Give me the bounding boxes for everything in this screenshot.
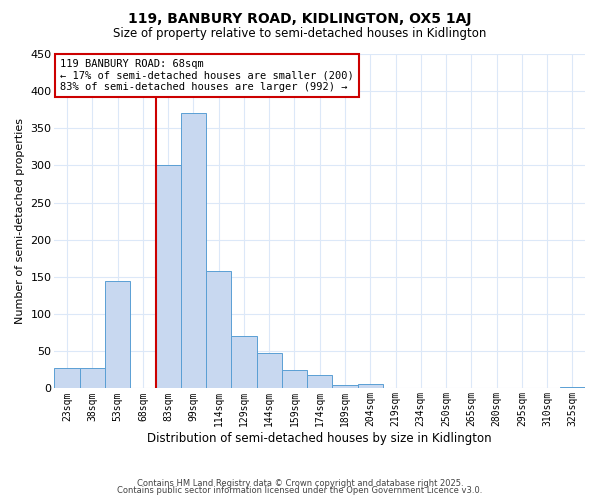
- Bar: [282, 370, 307, 388]
- X-axis label: Distribution of semi-detached houses by size in Kidlington: Distribution of semi-detached houses by …: [148, 432, 492, 445]
- Bar: [55, 368, 80, 388]
- Bar: [332, 384, 358, 388]
- Bar: [358, 384, 383, 388]
- Bar: [155, 166, 181, 388]
- Bar: [307, 375, 332, 388]
- Bar: [105, 280, 130, 388]
- Bar: [80, 368, 105, 388]
- Text: Contains HM Land Registry data © Crown copyright and database right 2025.: Contains HM Land Registry data © Crown c…: [137, 478, 463, 488]
- Text: 119 BANBURY ROAD: 68sqm
← 17% of semi-detached houses are smaller (200)
83% of s: 119 BANBURY ROAD: 68sqm ← 17% of semi-de…: [60, 59, 353, 92]
- Bar: [181, 114, 206, 388]
- Text: Contains public sector information licensed under the Open Government Licence v3: Contains public sector information licen…: [118, 486, 482, 495]
- Text: 119, BANBURY ROAD, KIDLINGTON, OX5 1AJ: 119, BANBURY ROAD, KIDLINGTON, OX5 1AJ: [128, 12, 472, 26]
- Bar: [232, 336, 257, 388]
- Text: Size of property relative to semi-detached houses in Kidlington: Size of property relative to semi-detach…: [113, 28, 487, 40]
- Bar: [560, 387, 585, 388]
- Y-axis label: Number of semi-detached properties: Number of semi-detached properties: [15, 118, 25, 324]
- Bar: [206, 271, 232, 388]
- Bar: [257, 352, 282, 388]
